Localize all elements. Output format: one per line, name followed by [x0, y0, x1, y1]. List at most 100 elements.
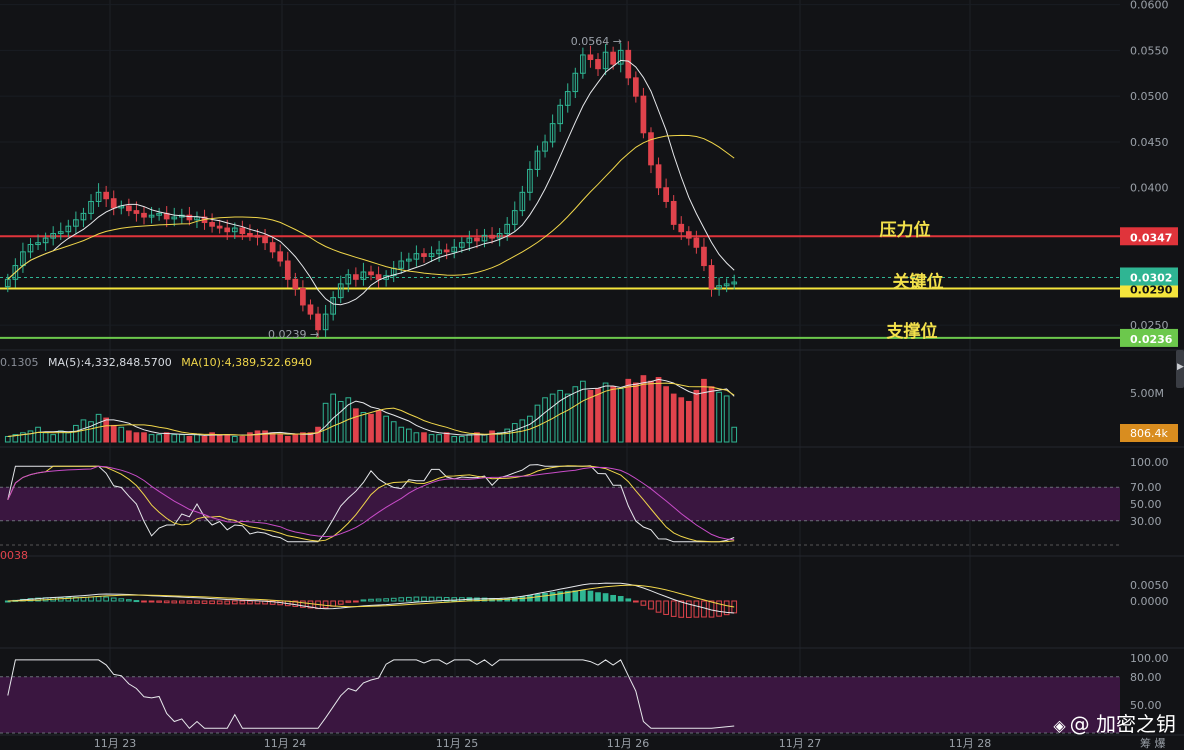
candle-body: [428, 253, 435, 257]
macd-histogram-bar: [368, 598, 374, 602]
volume-bar: [655, 377, 662, 443]
level-price-tag: [1120, 227, 1178, 246]
time-trailing-label: 筹 爆: [1140, 736, 1166, 750]
macd-histogram-bar: [186, 600, 193, 604]
rsi-signal-line: [7, 465, 735, 543]
rsi-tick-label: 50.00: [1130, 498, 1162, 511]
macd-histogram-bar: [670, 600, 677, 617]
candle-body: [587, 54, 594, 61]
volume-bar: [436, 434, 442, 443]
candle-body: [716, 285, 722, 289]
candle-body: [360, 271, 367, 280]
volume-bar: [458, 435, 465, 443]
level-labels: 压力位 0.0347 关键位 0.0290 支撑位 0.0236 0.0302: [880, 219, 1178, 347]
candle-body: [88, 200, 94, 214]
macd-histogram-bar: [307, 600, 314, 609]
candle-body: [12, 265, 19, 280]
time-label: 11月 26: [607, 737, 650, 750]
macd-histogram-bar: [383, 598, 389, 602]
wr-tick-label: 50.00: [1130, 699, 1162, 712]
candle-body: [655, 164, 662, 189]
volume-bar: [73, 424, 79, 443]
volume-bar: [595, 388, 601, 443]
current-price-tag: [1120, 267, 1178, 286]
volume-bar: [254, 430, 261, 443]
macd-histogram-bar: [209, 600, 215, 605]
volume-bar: [133, 432, 140, 443]
macd-histogram-bar: [390, 597, 397, 602]
volume-bar: [300, 432, 306, 443]
volume-bar: [35, 426, 41, 443]
price-tick-label: 0.0450: [1130, 136, 1169, 149]
volume-bar: [156, 434, 162, 443]
macd-histogram-bar: [443, 597, 450, 602]
candle-body: [693, 237, 700, 248]
macd-histogram-bar: [269, 600, 276, 605]
macd-histogram-bar: [640, 600, 647, 606]
volume-bar: [201, 435, 208, 443]
wr-tick-label: 100.00: [1130, 652, 1169, 665]
candle-body: [504, 223, 511, 235]
volume-bar: [474, 432, 480, 443]
volume-bar: [307, 432, 314, 443]
macd-histogram-bar: [542, 592, 548, 602]
candle-body: [148, 214, 155, 218]
candle-body: [458, 242, 465, 248]
volume-ma-legend: 0.1305 MA(5):4,332,848.5700 MA(10):4,389…: [0, 356, 318, 369]
macd-histogram-bar: [300, 600, 306, 608]
macd-histogram-bar: [345, 600, 352, 603]
candle-body: [481, 234, 488, 242]
wr-band: [0, 676, 1120, 733]
candle-body: [708, 265, 715, 289]
macd-pane: [4, 582, 738, 618]
level-price-tag: [1120, 328, 1178, 347]
candle-body: [421, 253, 427, 257]
ma-long-line: [7, 134, 735, 280]
volume-bar: [723, 395, 730, 443]
macd-histogram-bar: [239, 600, 246, 605]
volume-current-label: 806.4k: [1130, 427, 1168, 440]
candle-body: [239, 227, 246, 235]
volume-bar: [421, 432, 427, 443]
volume-bar: [663, 386, 669, 443]
candle-body: [337, 283, 344, 299]
candle-body: [186, 214, 193, 221]
candle-body: [595, 59, 601, 70]
candle-body: [617, 49, 624, 65]
level-lines: [0, 235, 1120, 339]
volume-ma10-line: [7, 382, 735, 437]
candle-body: [496, 233, 503, 239]
rsi-tick-label: 30.00: [1130, 515, 1162, 528]
candle-body: [27, 244, 34, 253]
volume-bar: [126, 430, 132, 443]
macd-histogram-bar: [110, 597, 117, 602]
volume-bar: [549, 393, 556, 443]
candle-body: [345, 274, 352, 285]
macd-histogram-bar: [156, 600, 162, 603]
price-tick-label: 0.0500: [1130, 90, 1169, 103]
time-label: 11月 28: [949, 737, 992, 750]
candle-body: [231, 227, 238, 233]
volume-bar: [353, 408, 359, 443]
macd-histogram-bar: [564, 590, 571, 602]
candle-body: [73, 219, 79, 227]
candle-body: [156, 212, 162, 216]
candle-body: [80, 212, 87, 221]
volume-bar: [216, 434, 223, 443]
candle-body: [375, 274, 382, 280]
volume-bar: [171, 434, 178, 443]
price-tick-label: 0.0250: [1130, 319, 1169, 332]
volume-bar: [360, 412, 367, 443]
legend-prefix: 0.1305: [0, 356, 39, 369]
panel-collapse-handle[interactable]: ▶: [1176, 350, 1184, 388]
volume-bar: [648, 380, 654, 443]
rsi-tick-label: 70.00: [1130, 481, 1162, 494]
volume-bar: [542, 397, 548, 443]
ma5-legend: MA(5):4,332,848.5700: [48, 356, 172, 369]
volume-bar: [292, 434, 299, 443]
volume-bar: [701, 378, 707, 443]
macd-histogram-bar: [337, 600, 344, 605]
time-axis: 11月 23 11月 24 11月 25 11月 26 11月 27 11月 28 筹 爆: [94, 736, 1166, 750]
volume-bar: [231, 435, 238, 443]
